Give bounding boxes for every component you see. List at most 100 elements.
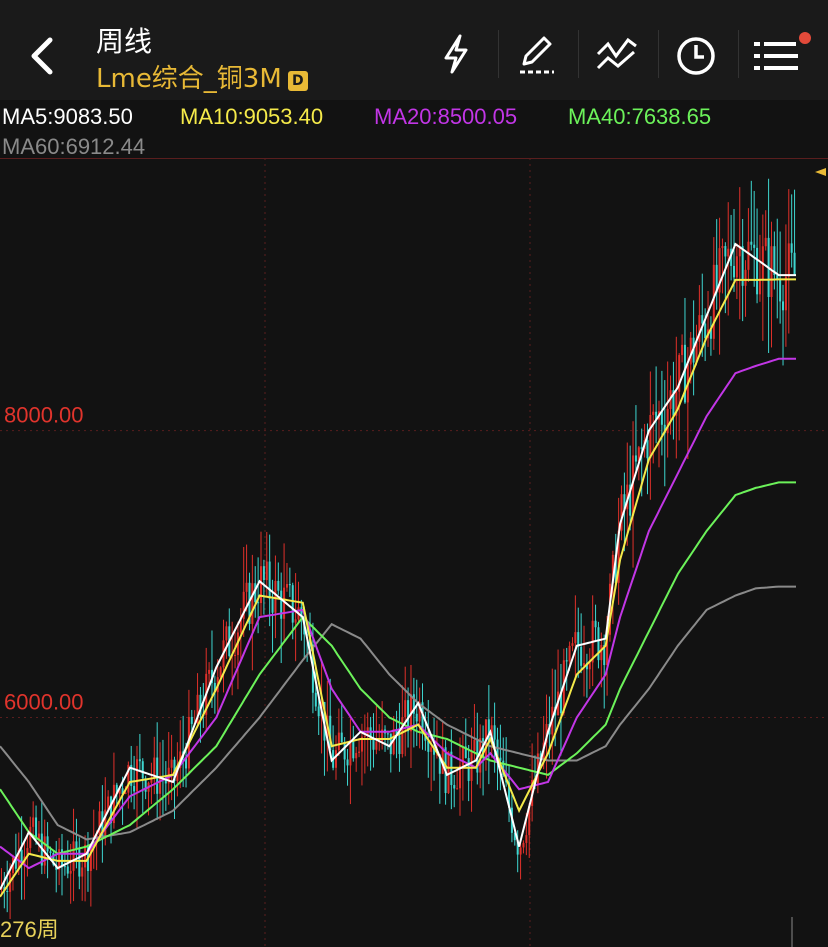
candle-body [456, 788, 459, 790]
candle-body [603, 645, 606, 666]
candle-body [29, 826, 32, 849]
candle-body [421, 702, 424, 734]
candle-body [756, 247, 759, 295]
candle-body [632, 455, 635, 516]
candle-body [770, 246, 773, 298]
page-title: 周线 [96, 25, 153, 58]
ma20-label: MA20:8500.05 [374, 104, 518, 129]
candle-body [447, 751, 450, 794]
ma-line-ma5 [0, 242, 796, 891]
candle-body [585, 663, 588, 670]
ma10-label: MA10:9053.40 [180, 104, 324, 129]
candle-body [758, 279, 761, 295]
candle-body [764, 237, 767, 247]
ma60-label: MA60:6912.44 [2, 134, 146, 159]
candle-body [69, 870, 72, 874]
toolbar-divider [498, 30, 499, 78]
candle-body [14, 857, 17, 869]
candle-body [268, 561, 271, 599]
candle-body [49, 851, 52, 853]
candle-body [280, 590, 283, 619]
candle-body [649, 414, 652, 459]
candle-body [392, 729, 395, 755]
ma40-label: MA40:7638.65 [568, 104, 712, 129]
candle-body [487, 719, 490, 744]
menu-list-icon[interactable] [752, 30, 800, 78]
candle-body [66, 866, 69, 874]
candle-body [6, 891, 9, 893]
candle-body [89, 847, 92, 871]
candle-body [190, 716, 193, 724]
candle-body [254, 583, 257, 603]
candle-body [32, 817, 35, 827]
candle-body [262, 566, 265, 581]
candle-body [427, 740, 430, 752]
candle-body [418, 702, 421, 722]
candle-body [144, 778, 147, 792]
candle-body [283, 587, 286, 619]
candle-body [672, 390, 675, 416]
candle-body [637, 447, 640, 462]
candle-body [597, 627, 600, 661]
candle-body [355, 752, 358, 759]
draw-pen-icon[interactable] [512, 30, 560, 78]
candle-body [84, 844, 87, 868]
candle-body [63, 866, 66, 868]
candle-body [127, 764, 130, 793]
candle-body [381, 729, 384, 742]
candle-body [277, 580, 280, 591]
candle-body [712, 264, 715, 339]
candle-body [37, 833, 40, 840]
candle-body [747, 241, 750, 270]
candle-body [17, 849, 20, 869]
candle-body [528, 805, 531, 836]
candle-body [709, 329, 712, 339]
instrument-name[interactable]: Lme综合_铜3M D [96, 58, 308, 95]
y-tick-label: 8000.00 [4, 403, 84, 428]
candle-body [493, 725, 496, 740]
candle-body [274, 580, 277, 613]
candle-body [153, 757, 156, 778]
candle-body [753, 244, 756, 248]
candle-body [407, 700, 410, 732]
candle-body [513, 832, 516, 841]
candle-body [164, 780, 167, 784]
candle-body [695, 341, 698, 363]
candle-body [545, 723, 548, 743]
candle-body [430, 747, 433, 752]
kline-chart[interactable]: 8000.00 6000.00 [0, 158, 828, 947]
clock-icon[interactable] [672, 30, 720, 78]
candle-body [176, 768, 179, 781]
latest-price-marker [815, 168, 826, 176]
candle-body [594, 620, 597, 628]
candle-body [721, 246, 724, 249]
candle-body [112, 784, 115, 824]
candle-body [698, 315, 701, 342]
candle-body [46, 836, 49, 852]
candle-body [104, 809, 107, 837]
candle-body [568, 645, 571, 662]
candle-body [735, 256, 738, 278]
candle-body [291, 585, 294, 623]
candle-body [124, 792, 127, 795]
flash-icon[interactable] [432, 30, 480, 78]
candle-body [110, 796, 113, 824]
candle-body [363, 735, 366, 737]
candle-body [461, 746, 464, 766]
indicator-wave-icon[interactable] [592, 30, 640, 78]
back-chevron-icon[interactable] [22, 32, 62, 80]
candle-body [473, 739, 476, 751]
candle-body [314, 692, 317, 707]
candle-body [614, 554, 617, 583]
candle-body [704, 323, 707, 339]
candle-body [646, 440, 649, 459]
candle-body [81, 867, 84, 877]
candle-body [565, 660, 568, 662]
candle-body [257, 602, 260, 604]
candle-body [718, 248, 721, 293]
period-count-label: 276周 [0, 917, 59, 942]
candle-body [782, 301, 785, 311]
candle-body [138, 759, 141, 762]
candle-body [225, 626, 228, 641]
candle-body [118, 788, 121, 794]
